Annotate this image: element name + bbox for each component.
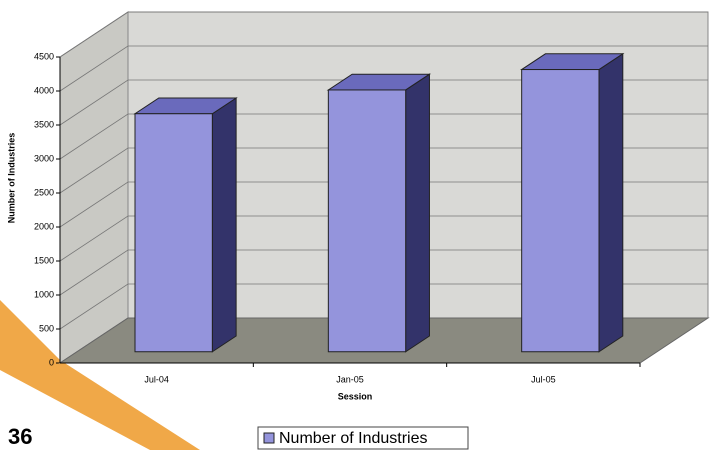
legend-label: Number of Industries xyxy=(279,430,428,447)
y-tick-label: 1000 xyxy=(34,289,54,299)
y-tick-label: 500 xyxy=(39,323,54,333)
bar xyxy=(134,113,213,353)
page-number: 36 xyxy=(8,424,32,449)
bar-group xyxy=(133,97,238,353)
legend: Number of Industries xyxy=(257,426,469,450)
y-tick-label: 0 xyxy=(49,357,54,367)
grid-line xyxy=(59,283,708,330)
legend-swatch xyxy=(263,432,275,444)
y-tick-label: 2500 xyxy=(34,187,54,197)
bar xyxy=(327,89,407,353)
grid-line xyxy=(59,249,708,296)
grid-line xyxy=(59,181,708,228)
grid-line xyxy=(59,215,708,262)
side-wall xyxy=(59,11,129,364)
y-tick-label: 4500 xyxy=(34,51,54,61)
x-tick-label: Jul-04 xyxy=(144,374,169,384)
y-tick-label: 1500 xyxy=(34,255,54,265)
page-stripe xyxy=(0,300,200,450)
x-tick-label: Jan-05 xyxy=(336,374,364,384)
grid-line xyxy=(59,79,708,126)
bar-group xyxy=(520,52,625,353)
y-axis-label: Number of Industries xyxy=(6,133,16,224)
y-tick-label: 3000 xyxy=(34,153,54,163)
y-tick-label: 2000 xyxy=(34,221,54,231)
grid-line xyxy=(59,45,708,92)
x-tick-label: Jul-05 xyxy=(531,374,556,384)
y-tick-label: 3500 xyxy=(34,119,54,129)
y-tick-label: 4000 xyxy=(34,85,54,95)
bar-side xyxy=(598,52,624,353)
x-axis-label: Session xyxy=(338,391,373,401)
grid-line xyxy=(59,113,708,160)
grid-line xyxy=(59,147,708,194)
grid-line xyxy=(59,11,708,58)
bar-side xyxy=(405,73,430,353)
bar-side xyxy=(211,97,237,353)
legend-frame xyxy=(257,426,469,450)
bar xyxy=(521,69,600,353)
bar-group xyxy=(326,73,432,353)
